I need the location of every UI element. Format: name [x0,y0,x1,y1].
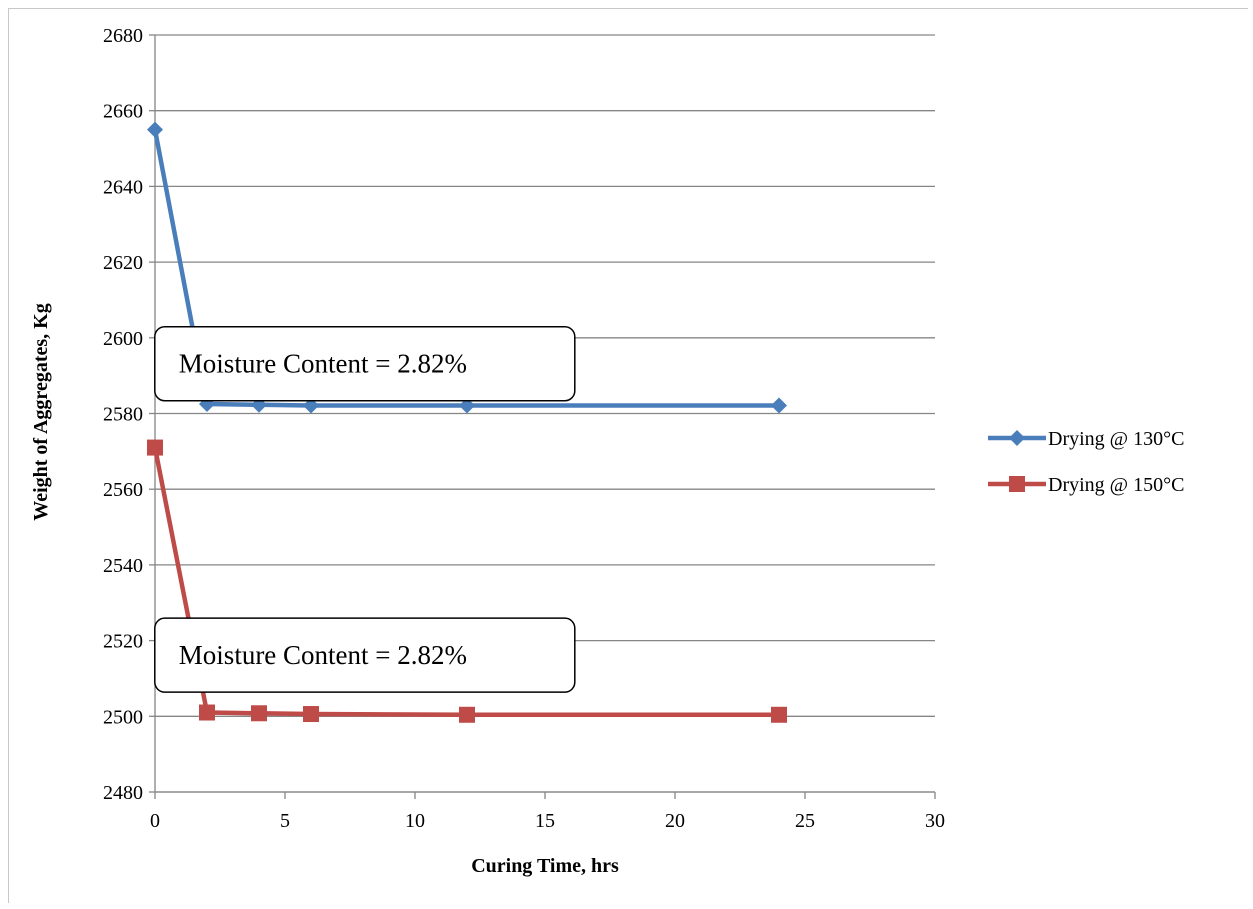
legend-swatch-marker-2 [1009,476,1025,492]
x-tick-label-5: 5 [280,810,290,832]
chart-frame [8,8,1248,903]
y-tick-label-2660: 2660 [103,101,143,123]
legend-label-2: Drying @ 150°C [1048,474,1184,496]
y-tick-label-2480: 2480 [103,782,143,804]
annotation-box-2 [154,617,576,693]
legend: Drying @ 130°C Drying @ 150°C [988,428,1184,496]
y-tick-label-2620: 2620 [103,252,143,274]
series-2-point-0 [147,439,163,456]
series-2-point-2 [251,705,267,722]
annotations: Moisture Content = 2.82% Moisture Content… [154,325,576,693]
annotation-text-2: Moisture Content = 2.82% [179,640,467,670]
series-1-point-3 [303,397,319,414]
series-2-point-1 [199,704,215,721]
annotation-2: Moisture Content = 2.82% [154,617,576,693]
x-tick-label-20: 20 [665,810,685,832]
annotation-1: Moisture Content = 2.82% [154,325,576,402]
x-tick-labels: 0 5 10 15 20 25 30 [150,810,945,832]
series-2-point-4 [459,706,475,723]
y-axis-title: Weight of Aggregates, Kg [30,303,52,520]
x-tick-label-10: 10 [405,810,425,832]
legend-label-1: Drying @ 130°C [1048,428,1184,450]
annotation-text-1: Moisture Content = 2.82% [179,349,467,379]
y-tick-label-2540: 2540 [103,555,143,577]
x-tick-label-0: 0 [150,810,160,832]
legend-entry-2: Drying @ 150°C [988,474,1184,496]
series-1-point-4 [459,397,475,414]
y-tick-label-2600: 2600 [103,328,143,350]
annotation-box-1 [154,325,576,402]
x-axis-title: Curing Time, hrs [471,855,619,877]
y-tick-label-2560: 2560 [103,479,143,501]
y-tick-labels: 2480 2500 2520 2540 2560 2580 2600 2620 2640 2660… [103,25,143,804]
legend-entry-1: Drying @ 130°C [988,428,1184,450]
x-tick-label-30: 30 [925,810,945,832]
x-tick-label-25: 25 [795,810,815,832]
y-tick-label-2520: 2520 [103,631,143,653]
series-2-point-3 [303,706,319,723]
y-tick-label-2580: 2580 [103,404,143,426]
legend-swatch-marker-1 [1009,430,1025,446]
y-tick-label-2500: 2500 [103,706,143,728]
series-1-point-5 [771,397,787,414]
x-tick-label-15: 15 [535,810,555,832]
series-1-point-0 [147,121,163,138]
series-2-point-5 [771,706,787,723]
y-tick-label-2680: 2680 [103,25,143,47]
y-tick-label-2640: 2640 [103,176,143,198]
